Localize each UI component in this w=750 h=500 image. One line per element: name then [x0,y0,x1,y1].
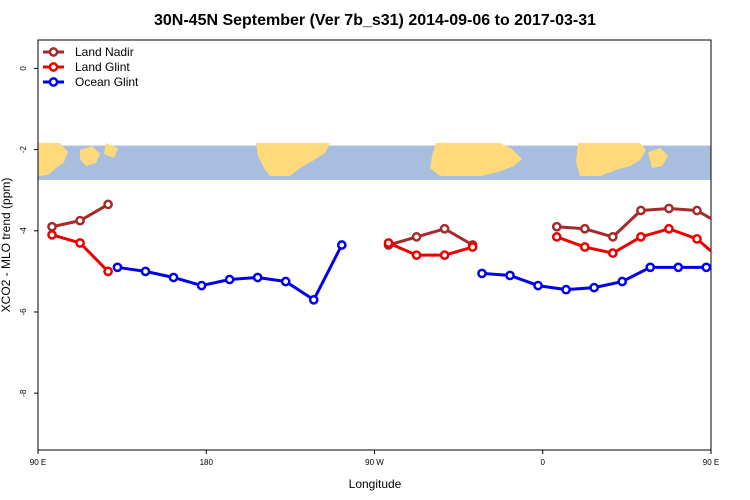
y-tick-label: 0 [19,66,28,71]
series-line-land-glint [387,241,474,257]
data-point-ocean-glint [308,294,319,305]
chart-title: 30N-45N September (Ver 7b_s31) 2014-09-0… [154,12,596,29]
data-point-land-nadir [579,223,590,234]
data-point-land-glint [103,266,113,277]
data-point-land-glint [692,234,702,244]
x-axis-label: Longitude [349,477,402,491]
data-point-ocean-glint [505,270,515,281]
data-point-land-nadir [608,232,618,242]
y-tick-label: -2 [19,146,28,154]
data-point-land-glint [439,250,450,260]
series-land-glint [47,223,728,277]
data-point-land-nadir [692,205,702,216]
series-line-land-nadir [388,227,474,247]
map-land [38,143,668,176]
x-axis: 90 E 180 90 W 0 90 E [30,450,719,467]
data-point-land-glint [721,260,728,267]
x-tick-label: 90 E [703,458,719,467]
y-tick-label: -4 [19,227,28,235]
data-point-land-nadir [664,203,674,214]
data-point-land-glint [47,230,57,240]
data-point-land-glint [608,248,618,258]
data-point-ocean-glint [140,266,151,277]
data-point-land-glint [579,242,590,252]
data-point-land-nadir [551,221,562,232]
series-line-ocean-glint [117,244,344,302]
y-tick-label: -8 [19,389,28,397]
series-line-land-glint [556,227,711,255]
data-point-land-nadir [75,215,85,226]
world-map-band [38,143,711,181]
legend-label-ocean-glint: Ocean Glint [75,75,139,89]
data-point-land-glint [636,232,646,242]
data-point-land-glint [75,238,85,248]
data-point-ocean-glint [336,240,347,250]
series-ocean-glint [112,240,738,305]
data-point-ocean-glint [224,274,235,285]
data-point-land-glint [467,242,478,252]
data-point-ocean-glint [589,282,600,293]
series-layer [47,199,738,305]
data-point-ocean-glint [252,272,263,283]
data-point-land-nadir [721,223,728,230]
data-point-land-nadir [47,221,57,232]
data-point-ocean-glint [673,262,684,273]
plot-frame [37,39,712,451]
legend-label-land-nadir: Land Nadir [75,45,134,59]
data-point-ocean-glint [168,272,179,283]
data-point-land-glint [664,223,674,234]
y-axis: 0 -2 -4 -6 -8 [19,66,38,397]
data-point-ocean-glint [533,280,543,291]
data-point-ocean-glint [731,280,738,287]
data-point-land-nadir [411,232,422,242]
series-land-nadir [47,199,728,250]
x-tick-label: 0 [541,458,546,467]
legend-marker-land-nadir [48,47,59,57]
data-point-ocean-glint [112,262,123,273]
series-line-land-nadir [556,206,711,239]
data-point-ocean-glint [701,262,711,273]
y-tick-label: -6 [19,308,28,316]
data-point-ocean-glint [280,276,291,287]
legend-label-land-glint: Land Glint [75,60,130,74]
data-point-ocean-glint [645,262,656,273]
y-axis-label: XCO2 - MLO trend (ppm) [0,178,13,313]
data-point-land-glint [383,238,394,248]
x-tick-label: 90 E [30,458,46,467]
x-tick-label: 90 W [365,458,384,467]
data-point-land-glint [411,250,422,260]
data-point-ocean-glint [561,284,571,295]
data-point-land-nadir [103,199,113,210]
legend-marker-ocean-glint [48,77,59,87]
data-point-ocean-glint [196,280,207,291]
data-point-land-nadir [439,223,450,234]
data-point-ocean-glint [617,276,628,287]
data-point-land-nadir [636,205,646,216]
legend-marker-land-glint [48,62,59,72]
x-tick-label: 180 [200,458,214,467]
data-point-land-glint [551,232,562,242]
data-point-ocean-glint [477,268,487,279]
